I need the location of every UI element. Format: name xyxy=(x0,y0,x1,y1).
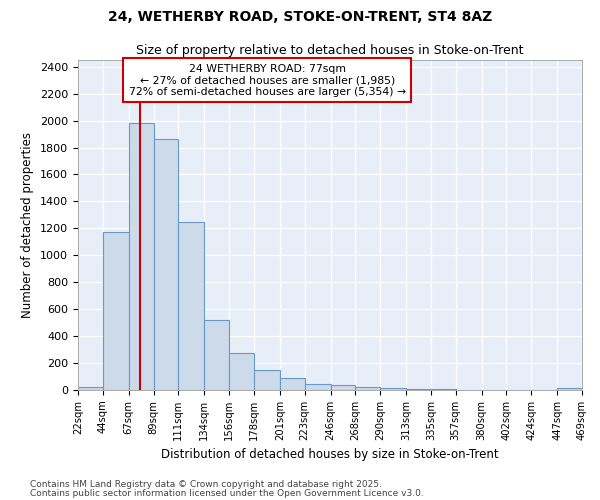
Bar xyxy=(355,388,380,390)
Bar xyxy=(229,353,254,390)
Bar xyxy=(557,388,582,390)
Bar xyxy=(331,384,355,390)
Bar xyxy=(406,389,431,390)
Bar xyxy=(280,378,305,390)
Title: Size of property relative to detached houses in Stoke-on-Trent: Size of property relative to detached ho… xyxy=(136,44,524,58)
X-axis label: Distribution of detached houses by size in Stoke-on-Trent: Distribution of detached houses by size … xyxy=(161,448,499,462)
Y-axis label: Number of detached properties: Number of detached properties xyxy=(22,132,34,318)
Text: Contains public sector information licensed under the Open Government Licence v3: Contains public sector information licen… xyxy=(30,488,424,498)
Text: Contains HM Land Registry data © Crown copyright and database right 2025.: Contains HM Land Registry data © Crown c… xyxy=(30,480,382,489)
Bar xyxy=(78,386,103,390)
Bar xyxy=(305,384,331,390)
Bar xyxy=(129,122,154,390)
Text: 24 WETHERBY ROAD: 77sqm
← 27% of detached houses are smaller (1,985)
72% of semi: 24 WETHERBY ROAD: 77sqm ← 27% of detache… xyxy=(129,64,406,97)
Bar xyxy=(154,140,178,390)
Bar xyxy=(178,222,204,390)
Bar xyxy=(103,232,129,390)
Text: 24, WETHERBY ROAD, STOKE-ON-TRENT, ST4 8AZ: 24, WETHERBY ROAD, STOKE-ON-TRENT, ST4 8… xyxy=(108,10,492,24)
Bar xyxy=(254,370,280,390)
Bar xyxy=(380,388,406,390)
Bar xyxy=(204,320,229,390)
